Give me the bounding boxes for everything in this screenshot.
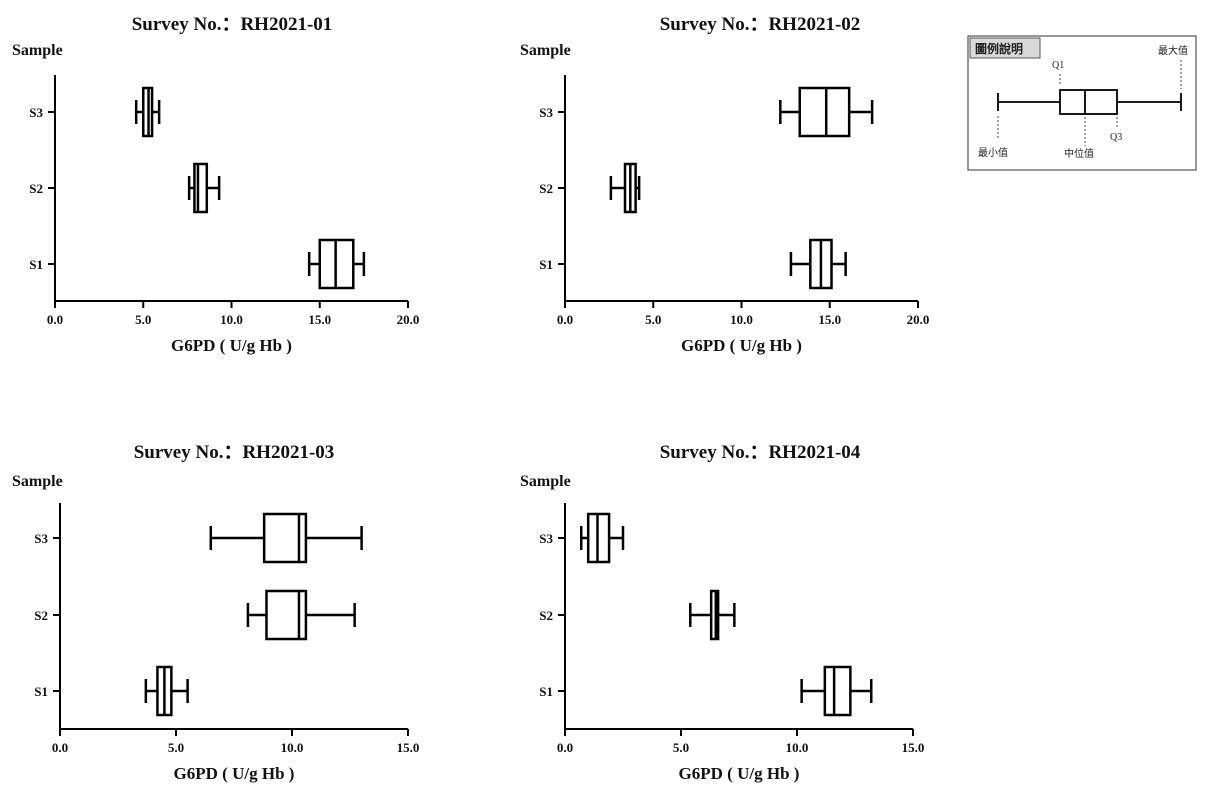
chart-panel-2: Survey No.：RH2021-02 Sample 0.0 5.0 10.0 15.0… [520, 14, 929, 355]
y-axis-label: Sample [12, 42, 63, 59]
x-axis-label: G6PD ( U/g Hb ) [171, 336, 292, 355]
y-tick-label: S1 [29, 257, 43, 272]
box-plot-s1 [144, 665, 189, 717]
box-plot-s3 [209, 512, 363, 564]
y-tick-label: S1 [539, 684, 553, 699]
box-plot-s3 [779, 86, 874, 138]
y-tick-label: S2 [34, 608, 48, 623]
chart-title: Survey No.：RH2021-03 [134, 442, 335, 463]
box-plot-s2 [609, 162, 641, 214]
x-tick-label: 15.0 [818, 312, 841, 327]
chart-panel-3: Survey No.：RH2021-03 Sample 0.0 5.0 10.0 15.0… [12, 442, 419, 783]
y-tick-label: S3 [29, 105, 43, 120]
y-tick-label: S2 [539, 608, 553, 623]
chart-title: Survey No.：RH2021-01 [132, 14, 333, 35]
box-plot-s3 [579, 512, 625, 564]
x-tick-label: 0.0 [52, 740, 68, 755]
x-tick-label: 15.0 [902, 740, 925, 755]
legend-min-label: 最小值 [978, 146, 1008, 159]
legend-max-label: 最大值 [1158, 44, 1188, 57]
chart-title: Survey No.：RH2021-02 [660, 14, 861, 35]
box-plot-s1 [307, 238, 366, 290]
x-tick-label: 15.0 [308, 312, 331, 327]
y-tick-label: S2 [539, 181, 553, 196]
y-tick-label: S2 [29, 181, 43, 196]
box-plot-s3 [134, 86, 161, 138]
x-tick-label: 5.0 [645, 312, 661, 327]
chart-panel-4: Survey No.：RH2021-04 Sample 0.0 5.0 10.0 15.0… [520, 442, 924, 783]
x-tick-label: 10.0 [786, 740, 809, 755]
y-axis-label: Sample [520, 473, 571, 490]
box-plot-charts: Survey No.：RH2021-01 Sample 0.0 5.0 10.0 15.0… [12, 14, 929, 783]
box-iqr [193, 162, 209, 214]
x-tick-label: 0.0 [47, 312, 63, 327]
x-axis-label: G6PD ( U/g Hb ) [681, 336, 802, 355]
box-iqr [823, 665, 852, 717]
x-tick-label: 10.0 [220, 312, 243, 327]
legend-median-label: 中位值 [1064, 147, 1094, 160]
x-tick-label: 10.0 [730, 312, 753, 327]
x-tick-label: 5.0 [135, 312, 151, 327]
x-tick-label: 0.0 [557, 740, 573, 755]
x-tick-label: 20.0 [907, 312, 930, 327]
x-axis-label: G6PD ( U/g Hb ) [679, 764, 800, 783]
box-plot-s2 [689, 589, 736, 641]
y-tick-label: S3 [539, 531, 553, 546]
x-tick-label: 0.0 [557, 312, 573, 327]
x-tick-label: 5.0 [168, 740, 184, 755]
y-tick-label: S3 [539, 105, 553, 120]
legend-box-iqr [1059, 89, 1118, 115]
box-plot-s2 [246, 589, 356, 641]
x-tick-label: 10.0 [281, 740, 304, 755]
legend-panel: 圖例說明 Q1 最大值 最小值 中位值 Q3 [967, 35, 1197, 171]
legend-title-bg [969, 37, 1041, 59]
chart-title: Survey No.：RH2021-04 [660, 442, 861, 463]
box-plot-s1 [800, 665, 873, 717]
legend-q3-label: Q3 [1110, 132, 1122, 143]
x-axis-label: G6PD ( U/g Hb ) [174, 764, 295, 783]
box-iqr [798, 86, 851, 138]
y-tick-label: S3 [34, 531, 48, 546]
x-tick-label: 15.0 [397, 740, 420, 755]
y-axis-label: Sample [520, 42, 571, 59]
y-tick-label: S1 [34, 684, 48, 699]
box-plot-s1 [789, 238, 847, 290]
legend-q1-label: Q1 [1052, 60, 1064, 71]
x-tick-label: 5.0 [673, 740, 689, 755]
y-axis-label: Sample [12, 473, 63, 490]
x-tick-label: 20.0 [397, 312, 420, 327]
box-plot-s2 [187, 162, 221, 214]
y-tick-label: S1 [539, 257, 553, 272]
legend-title: 圖例說明 [975, 41, 1023, 56]
chart-panel-1: Survey No.：RH2021-01 Sample 0.0 5.0 10.0 15.0… [12, 14, 419, 355]
